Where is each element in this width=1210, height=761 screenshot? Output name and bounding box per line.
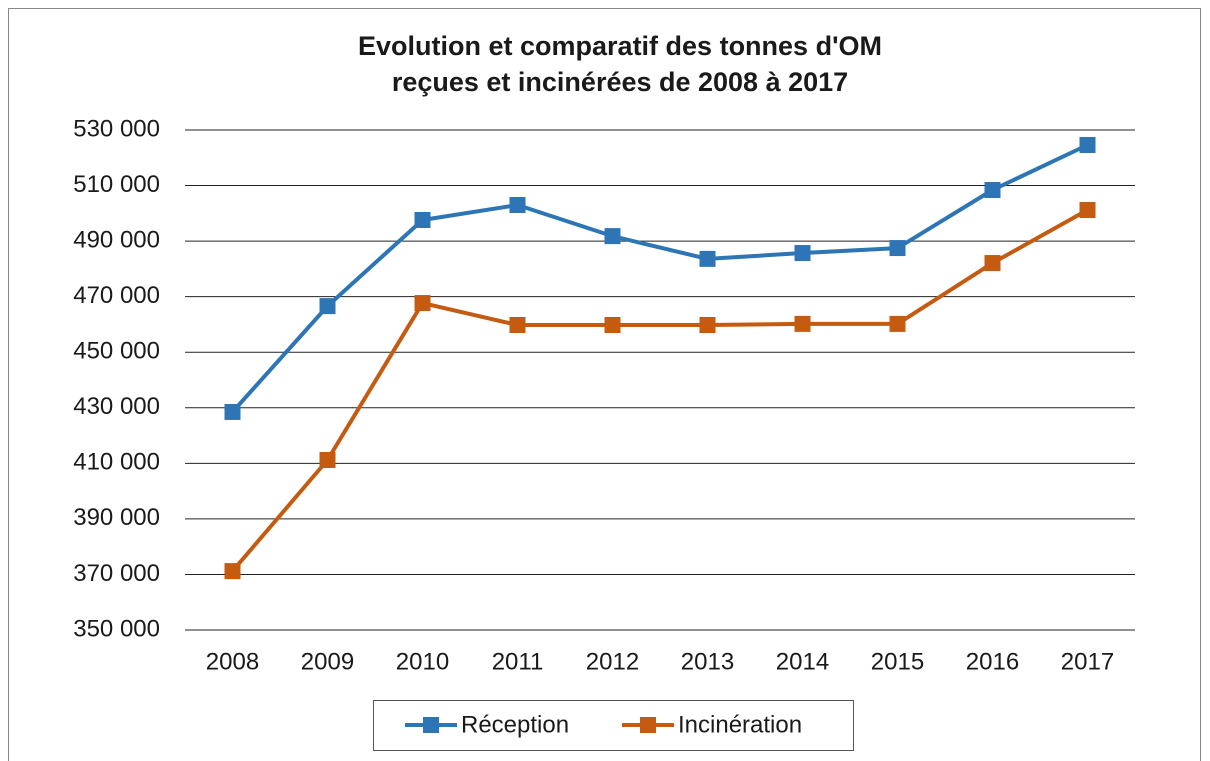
point-marker (794, 245, 811, 262)
point-marker (509, 197, 526, 213)
x-tick-label: 2017 (1061, 648, 1114, 675)
series-line (231, 143, 1089, 414)
x-tick-label: 2014 (776, 648, 829, 675)
point-marker (414, 295, 431, 312)
x-tick-label: 2010 (396, 648, 449, 675)
point-marker (414, 212, 431, 228)
x-tick-label: 2009 (301, 648, 354, 675)
series-line (230, 208, 1089, 573)
y-tick-label: 530 000 (73, 115, 160, 142)
point-marker (1079, 202, 1096, 218)
point-marker (984, 182, 1001, 198)
legend-label: Réception (461, 711, 569, 738)
y-tick-label: 350 000 (73, 615, 160, 642)
point-marker (224, 403, 241, 420)
point-marker (319, 298, 336, 315)
point-marker (604, 228, 621, 245)
point-marker (889, 240, 906, 257)
point-marker (509, 317, 526, 333)
legend-label: Incinération (678, 711, 802, 738)
x-tick-label: 2015 (871, 648, 924, 675)
chart-frame (8, 8, 1201, 761)
point-marker (699, 250, 716, 267)
x-tick-label: 2016 (966, 648, 1019, 675)
point-marker (889, 315, 906, 332)
point-marker (794, 315, 811, 332)
chart-title: Evolution et comparatif des tonnes d'OM (358, 31, 882, 61)
y-tick-label: 390 000 (73, 504, 160, 531)
point-marker (319, 452, 336, 468)
y-tick-label: 450 000 (73, 338, 160, 365)
y-tick-label: 410 000 (73, 449, 160, 476)
point-marker (984, 255, 1001, 272)
y-tick-label: 430 000 (73, 393, 160, 420)
y-tick-label: 510 000 (73, 171, 160, 198)
legend-swatch (640, 717, 656, 733)
x-tick-label: 2011 (492, 648, 544, 675)
point-marker (224, 563, 241, 580)
y-tick-label: 470 000 (73, 282, 160, 309)
y-tick-label: 370 000 (73, 560, 160, 587)
chart-title: reçues et incinérées de 2008 à 2017 (392, 67, 848, 97)
point-marker (699, 317, 716, 333)
x-tick-label: 2008 (206, 648, 259, 675)
point-marker (1079, 137, 1096, 153)
legend-swatch (423, 717, 439, 733)
y-tick-label: 490 000 (73, 226, 160, 253)
point-marker (604, 317, 621, 333)
x-tick-label: 2013 (681, 648, 734, 675)
x-tick-label: 2012 (586, 648, 639, 675)
